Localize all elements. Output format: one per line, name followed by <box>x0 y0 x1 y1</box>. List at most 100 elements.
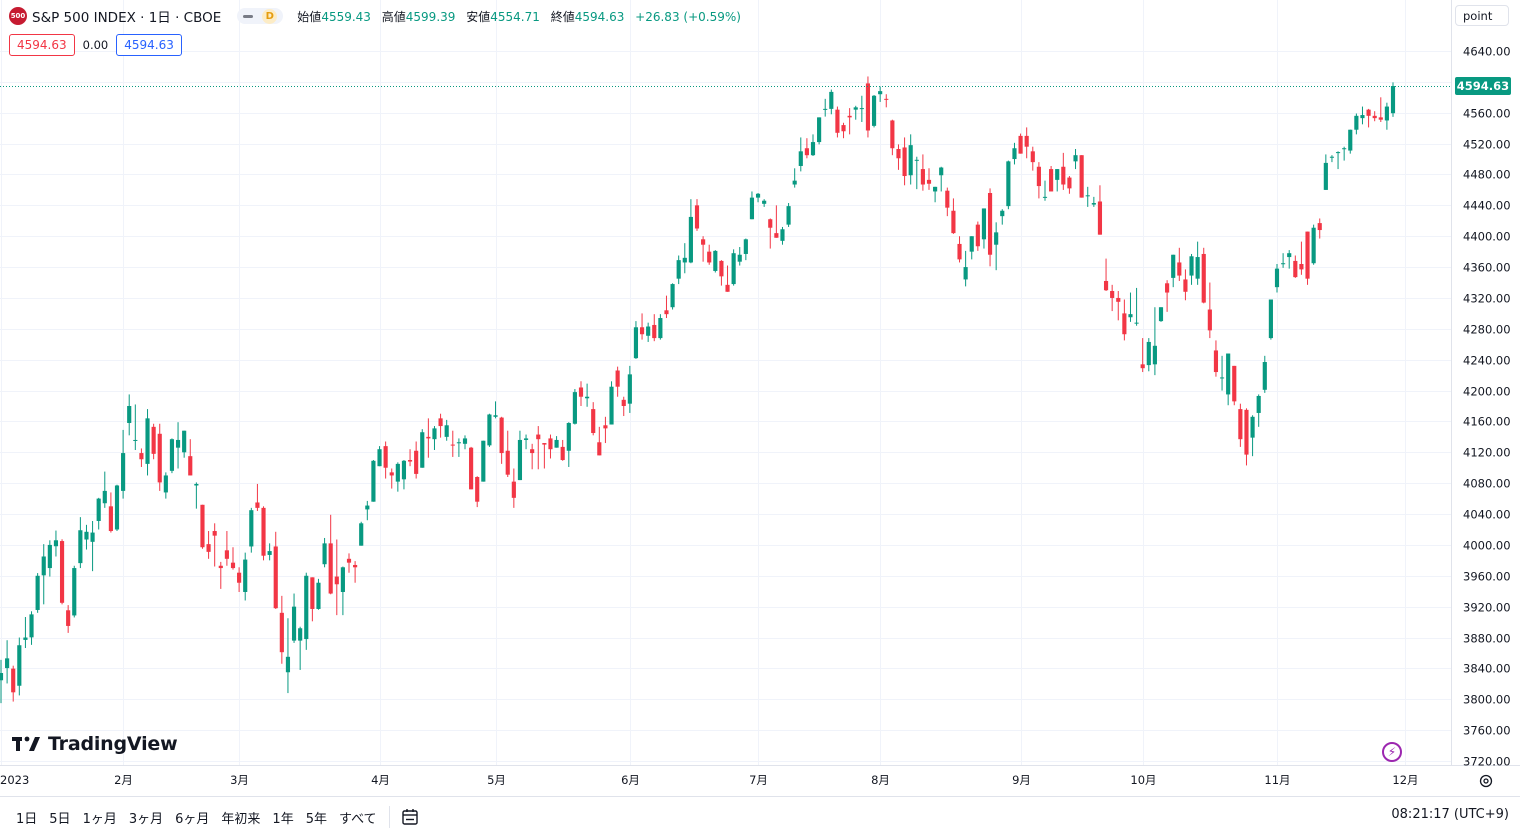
candle-body <box>255 502 260 508</box>
candle-body <box>755 193 761 198</box>
candle-body <box>59 541 65 603</box>
candle-body <box>481 440 486 482</box>
price-tick-label: 4200.00 <box>1463 385 1511 399</box>
buy-button[interactable]: 4594.63 <box>116 34 182 56</box>
range-5d[interactable]: 5日 <box>49 811 71 827</box>
candle <box>1384 102 1389 130</box>
candle <box>1317 218 1322 239</box>
gear-icon[interactable] <box>1478 773 1494 789</box>
candle-body <box>359 523 364 546</box>
candle-body <box>322 543 327 565</box>
candle <box>1366 108 1371 128</box>
candle-body <box>1213 350 1219 373</box>
candle <box>401 460 407 490</box>
range-1m[interactable]: 1ヶ月 <box>82 811 117 827</box>
candle <box>267 543 272 561</box>
candle-body <box>230 562 236 569</box>
candle-body <box>1250 416 1255 438</box>
candle-body <box>835 109 840 133</box>
candle-body <box>749 197 755 220</box>
candle-body <box>994 232 999 245</box>
candle <box>1030 146 1035 171</box>
range-ytd[interactable]: 年初来 <box>221 811 261 827</box>
candle <box>859 95 864 122</box>
candle-body <box>1360 115 1365 119</box>
candle <box>914 156 919 190</box>
lightning-icon[interactable]: ⚡ <box>1382 742 1402 762</box>
candle <box>359 521 364 546</box>
price-scale[interactable]: 4640.004600.004560.004520.004480.004440.… <box>1463 45 1511 769</box>
tradingview-logo[interactable]: TradingView <box>12 733 178 755</box>
candle-body <box>316 582 321 609</box>
range-1y[interactable]: 1年 <box>272 811 294 827</box>
price-tick-label: 3720.00 <box>1463 755 1511 769</box>
candle <box>47 540 52 577</box>
candle-body <box>11 668 16 693</box>
date-range-selector: 1日 5日 1ヶ月 3ヶ月 6ヶ月 年初来 1年 5年 すべて <box>10 805 420 829</box>
range-all[interactable]: すべて <box>338 811 377 827</box>
time-tick-label: 12月 <box>1392 773 1418 787</box>
candle-body <box>1055 169 1060 180</box>
candle-body <box>841 125 846 132</box>
candle-body <box>1281 263 1286 265</box>
candle <box>78 517 83 569</box>
logo-text: TradingView <box>48 733 178 755</box>
clock[interactable]: 08:21:17 (UTC+9) <box>1391 807 1509 822</box>
range-3m[interactable]: 3ヶ月 <box>128 811 164 827</box>
candle <box>285 618 291 694</box>
candle <box>499 416 504 464</box>
candle-body <box>627 374 632 404</box>
price-tick-label: 4080.00 <box>1463 477 1511 491</box>
candle <box>322 537 327 568</box>
candle <box>523 434 529 450</box>
sell-button[interactable]: 4594.63 <box>9 34 75 56</box>
candle-body <box>1274 268 1280 288</box>
candle <box>298 626 303 670</box>
candle-body <box>1372 115 1377 119</box>
candle-body <box>670 284 675 308</box>
candle-body <box>707 251 712 263</box>
candle-body <box>1384 106 1389 121</box>
candle-body <box>1177 262 1182 276</box>
candle-body <box>1335 152 1341 154</box>
candle <box>481 440 486 482</box>
price-unit-button[interactable]: point <box>1455 5 1509 26</box>
time-scale[interactable]: 2023 2月 3月 4月 5月 6月 7月 8月 9月 10月 11月 12月 <box>0 773 1419 787</box>
symbol-title[interactable]: S&P 500 INDEX · 1日 · CBOE <box>32 10 222 26</box>
calendar-range-icon[interactable] <box>400 807 420 827</box>
candle-body <box>774 233 779 238</box>
candle-body <box>53 540 59 547</box>
candle <box>279 595 284 664</box>
candle-body <box>1268 299 1273 339</box>
candle-body <box>469 447 474 490</box>
candle <box>102 471 107 508</box>
candle-body <box>1097 201 1103 235</box>
candle <box>981 208 987 249</box>
candle <box>1018 133 1023 154</box>
candle <box>817 117 822 145</box>
candle-body <box>493 415 498 417</box>
candle-body <box>798 151 803 166</box>
candle-body <box>346 558 352 563</box>
candle-body <box>121 453 126 491</box>
candle <box>200 504 205 549</box>
range-5y[interactable]: 5年 <box>305 811 327 827</box>
candle <box>157 423 162 491</box>
candle <box>646 322 651 342</box>
candle <box>591 402 596 436</box>
range-1d[interactable]: 1日 <box>16 811 38 827</box>
candle <box>261 506 266 561</box>
price-tick-label: 3840.00 <box>1463 662 1511 676</box>
candle <box>688 199 693 264</box>
range-6m[interactable]: 6ヶ月 <box>175 811 210 827</box>
candle <box>1323 154 1328 190</box>
candle-body <box>1091 203 1096 205</box>
candlestick-chart[interactable]: 4640.004600.004560.004520.004480.004440.… <box>0 0 1520 796</box>
candle-body <box>279 612 284 653</box>
candle-body <box>1110 291 1115 298</box>
candle-body <box>987 193 993 255</box>
market-status-pill[interactable]: D <box>237 8 284 24</box>
candle <box>1305 231 1310 285</box>
candle <box>920 154 925 191</box>
symbol-logo[interactable]: 500 <box>9 7 27 25</box>
